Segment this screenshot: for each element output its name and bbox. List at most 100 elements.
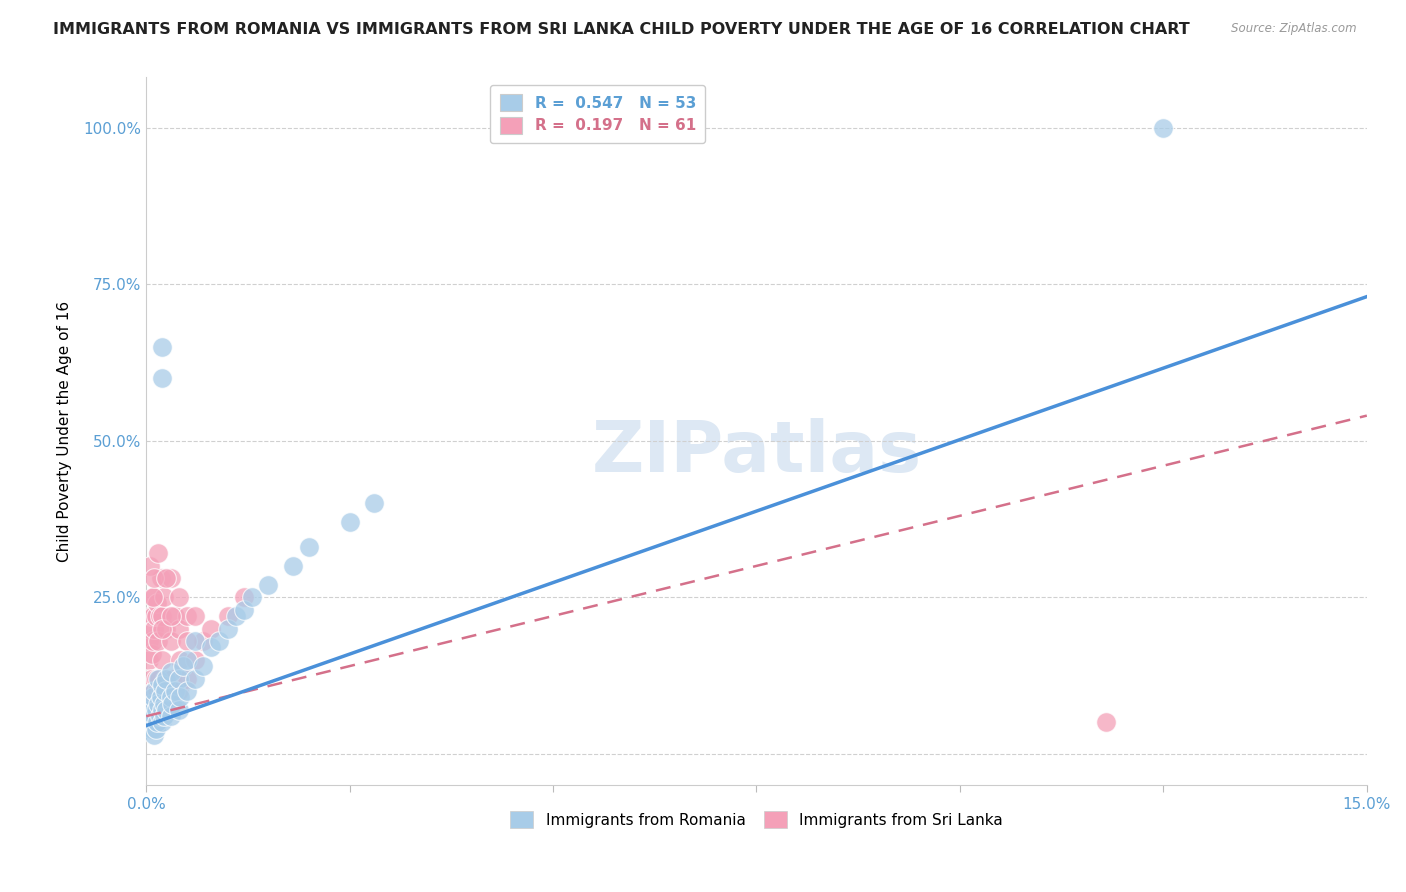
Point <box>139 715 162 730</box>
Point <box>232 603 254 617</box>
Point <box>200 640 222 655</box>
Point <box>176 653 198 667</box>
Point <box>148 546 170 560</box>
Text: ZIPatlas: ZIPatlas <box>592 418 921 487</box>
Point <box>160 672 183 686</box>
Point <box>143 728 166 742</box>
Text: IMMIGRANTS FROM ROMANIA VS IMMIGRANTS FROM SRI LANKA CHILD POVERTY UNDER THE AGE: IMMIGRANTS FROM ROMANIA VS IMMIGRANTS FR… <box>53 22 1189 37</box>
Point <box>153 709 176 723</box>
Point <box>225 609 247 624</box>
Point <box>141 697 163 711</box>
Point <box>191 634 214 648</box>
Point <box>153 684 176 698</box>
Point <box>141 647 163 661</box>
Point <box>184 609 207 624</box>
Point <box>232 591 254 605</box>
Point <box>155 622 177 636</box>
Point <box>167 622 190 636</box>
Point <box>139 672 162 686</box>
Point <box>176 634 198 648</box>
Point <box>184 634 207 648</box>
Point <box>155 571 177 585</box>
Point <box>153 591 176 605</box>
Point <box>143 684 166 698</box>
Point <box>145 703 167 717</box>
Y-axis label: Child Poverty Under the Age of 16: Child Poverty Under the Age of 16 <box>58 301 72 562</box>
Point <box>148 634 170 648</box>
Point <box>163 609 186 624</box>
Point <box>167 703 190 717</box>
Point <box>159 609 181 624</box>
Point <box>298 540 321 554</box>
Point <box>1095 715 1118 730</box>
Point <box>143 591 166 605</box>
Point <box>155 697 177 711</box>
Point <box>138 697 160 711</box>
Point <box>155 672 177 686</box>
Point <box>145 684 167 698</box>
Point <box>152 697 174 711</box>
Point <box>363 496 385 510</box>
Point <box>149 690 172 705</box>
Point <box>172 659 194 673</box>
Point <box>167 672 190 686</box>
Point <box>139 684 162 698</box>
Point <box>139 709 162 723</box>
Point <box>159 690 181 705</box>
Point <box>153 684 176 698</box>
Point <box>339 515 361 529</box>
Point <box>138 653 160 667</box>
Point <box>142 690 165 705</box>
Point <box>141 697 163 711</box>
Point <box>153 672 176 686</box>
Point <box>152 371 174 385</box>
Point <box>153 697 176 711</box>
Point <box>176 609 198 624</box>
Point <box>257 577 280 591</box>
Point <box>145 609 167 624</box>
Point <box>240 591 263 605</box>
Point <box>142 684 165 698</box>
Point <box>159 571 181 585</box>
Point <box>159 665 181 680</box>
Point <box>184 672 207 686</box>
Point <box>159 634 181 648</box>
Point <box>143 684 166 698</box>
Point <box>145 672 167 686</box>
Point <box>138 684 160 698</box>
Point <box>142 634 165 648</box>
Point <box>148 672 170 686</box>
Point <box>176 672 198 686</box>
Point <box>200 622 222 636</box>
Point <box>148 697 170 711</box>
Point <box>149 571 172 585</box>
Point <box>143 571 166 585</box>
Point <box>167 591 190 605</box>
Point <box>152 340 174 354</box>
Point <box>184 653 207 667</box>
Point <box>160 697 183 711</box>
Point <box>191 659 214 673</box>
Point <box>281 558 304 573</box>
Point <box>217 622 239 636</box>
Point <box>163 684 186 698</box>
Point <box>139 703 162 717</box>
Point <box>155 703 177 717</box>
Legend: Immigrants from Romania, Immigrants from Sri Lanka: Immigrants from Romania, Immigrants from… <box>505 805 1008 834</box>
Point <box>152 715 174 730</box>
Point <box>141 722 163 736</box>
Point <box>149 609 172 624</box>
Point <box>145 597 167 611</box>
Point <box>152 653 174 667</box>
Point <box>142 591 165 605</box>
Point <box>167 684 190 698</box>
Point <box>143 709 166 723</box>
Point <box>145 715 167 730</box>
Point <box>169 653 191 667</box>
Point <box>217 609 239 624</box>
Point <box>148 672 170 686</box>
Point <box>152 609 174 624</box>
Point <box>149 709 172 723</box>
Point <box>148 697 170 711</box>
Text: Source: ZipAtlas.com: Source: ZipAtlas.com <box>1232 22 1357 36</box>
